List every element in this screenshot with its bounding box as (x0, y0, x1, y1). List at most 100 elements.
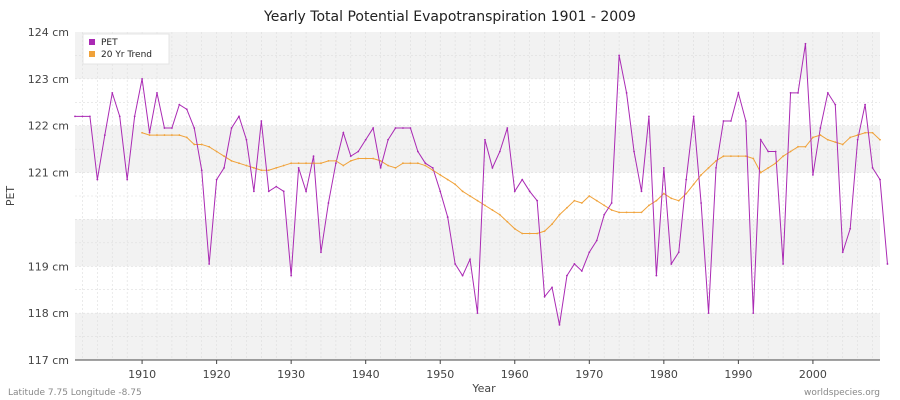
pet-point (886, 263, 889, 265)
pet-point (282, 190, 285, 193)
trend-point (148, 134, 151, 136)
pet-point (245, 138, 248, 141)
trend-point (744, 155, 747, 158)
trend-point (491, 209, 494, 211)
pet-point (804, 42, 807, 45)
trend-point (834, 141, 837, 144)
trend-point (282, 164, 285, 167)
trend-point (633, 211, 635, 214)
pet-point (506, 127, 509, 129)
pet-point (469, 258, 471, 261)
x-tick-label: 1990 (724, 368, 752, 381)
pet-point (864, 103, 866, 106)
trend-point (200, 143, 203, 146)
trend-point (722, 155, 725, 158)
trend-point (841, 143, 844, 146)
trend-point (409, 162, 412, 165)
x-tick-label: 1940 (352, 368, 380, 381)
pet-point (275, 185, 278, 188)
trend-point (640, 211, 643, 214)
pet-point (677, 251, 680, 254)
pet-point (841, 251, 844, 254)
pet-point (260, 120, 263, 122)
x-tick-label: 1980 (650, 368, 678, 381)
pet-point (118, 115, 121, 118)
trend-point (782, 155, 785, 158)
trend-point (454, 183, 457, 186)
trend-point (230, 159, 233, 162)
trend-point (484, 204, 486, 207)
pet-point (625, 92, 628, 94)
pet-point (163, 127, 166, 129)
trend-point (618, 211, 621, 214)
pet-point (536, 199, 539, 202)
trend-point (327, 159, 330, 162)
trend-point (252, 166, 255, 169)
pet-point (200, 169, 203, 172)
pet-point (402, 127, 404, 129)
pet-point (223, 166, 225, 169)
pet-point (543, 295, 546, 298)
legend-box (82, 33, 170, 65)
y-tick-label: 118 cm (28, 307, 69, 320)
trend-point (394, 166, 397, 169)
trend-point (849, 136, 852, 139)
pet-point (551, 286, 553, 289)
pet-point (521, 178, 524, 181)
pet-point (797, 92, 799, 94)
trend-point (595, 199, 598, 202)
trend-point (715, 159, 717, 162)
pet-point (290, 274, 293, 277)
trend-point (797, 145, 799, 148)
trend-point (163, 134, 166, 136)
pet-point (528, 190, 531, 193)
pet-point (566, 274, 568, 277)
trend-point (826, 138, 829, 141)
pet-point (156, 92, 158, 94)
trend-point (521, 232, 524, 235)
location-caption: Latitude 7.75 Longitude -8.75 (8, 388, 142, 398)
pet-point (461, 274, 464, 277)
trend-point (685, 192, 688, 195)
pet-point (662, 166, 665, 169)
plot-band (75, 78, 880, 126)
trend-point (662, 192, 665, 195)
pet-point (670, 263, 673, 265)
pet-point (498, 150, 501, 153)
pet-point (513, 190, 516, 193)
y-tick-label: 124 cm (28, 26, 69, 39)
trend-point (185, 136, 188, 139)
legend-pet-swatch (89, 39, 95, 45)
trend-point (759, 171, 762, 174)
pet-point (752, 312, 755, 315)
x-tick-label: 1970 (575, 368, 603, 381)
trend-point (215, 150, 218, 153)
trend-point (603, 204, 606, 207)
pet-point (215, 178, 218, 181)
trend-point (208, 145, 211, 148)
pet-point (722, 120, 725, 122)
pet-point (558, 323, 561, 326)
trend-point (260, 169, 263, 172)
pet-point (238, 115, 240, 118)
x-tick-label: 1910 (128, 368, 156, 381)
pet-point (446, 216, 449, 218)
y-tick-label: 121 cm (28, 167, 69, 180)
trend-point (349, 159, 352, 162)
trend-point (342, 164, 345, 167)
pet-point (327, 202, 330, 204)
pet-point (812, 174, 814, 176)
trend-point (767, 166, 770, 169)
trend-point (245, 164, 248, 167)
pet-point (141, 77, 143, 80)
pet-point (103, 134, 106, 136)
pet-point (856, 138, 859, 141)
trend-point (275, 166, 278, 169)
trend-point (871, 131, 874, 134)
legend-trend-label: 20 Yr Trend (101, 50, 152, 60)
pet-point (454, 263, 457, 265)
trend-point (700, 174, 703, 176)
pet-point (193, 127, 196, 129)
trend-point (625, 211, 628, 214)
trend-point (290, 162, 293, 165)
